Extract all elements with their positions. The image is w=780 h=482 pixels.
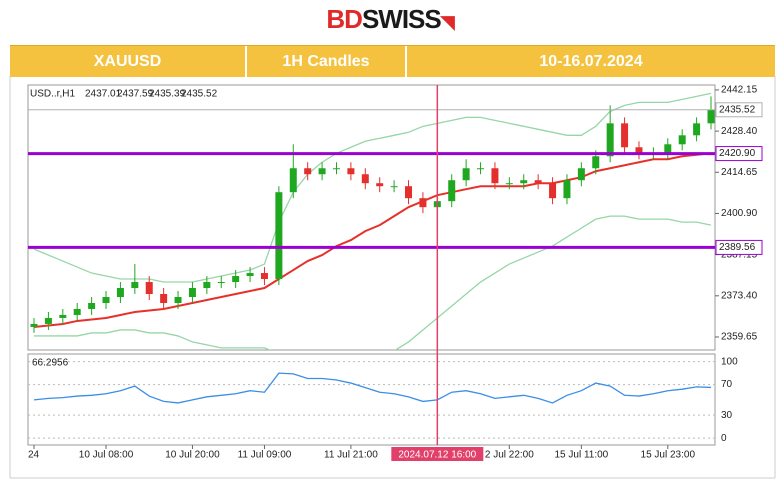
y-tick-label: 2373.40: [721, 290, 758, 301]
candle-body: [419, 198, 427, 208]
candle-body: [332, 168, 340, 170]
candle-body: [217, 282, 225, 284]
candle-body: [30, 323, 38, 327]
header-cell: 10-16.07.2024: [539, 52, 643, 70]
x-tick-label: 2024.07.12 16:00: [398, 450, 476, 461]
candle-body: [102, 297, 110, 303]
ohlc-value: 2437.59: [117, 89, 154, 100]
candle-body: [131, 282, 139, 289]
candle-body: [376, 183, 384, 187]
candle-body: [203, 282, 211, 289]
main-pane: [27, 84, 716, 351]
candle-body: [448, 180, 456, 202]
candle-body: [275, 192, 283, 280]
candle-body: [577, 168, 585, 181]
y-tick-label: 2414.65: [721, 167, 758, 178]
logo-part: BD: [326, 4, 363, 34]
ohlc-value: 2437.01: [85, 89, 122, 100]
ohlc-value: 2435.52: [181, 89, 218, 100]
level-label: 2435.52: [719, 104, 756, 115]
x-tick-label: 10 Jul 20:00: [165, 450, 220, 461]
x-tick-label: 11 Jul 09:00: [238, 450, 292, 461]
indicator-line: [33, 92, 712, 283]
candle-body: [491, 168, 499, 184]
y-tick-label: 2400.90: [721, 208, 758, 219]
candle-body: [505, 183, 513, 185]
candle-body: [707, 109, 715, 124]
candle-body: [188, 288, 196, 297]
level-label-box: [715, 239, 763, 255]
candle-body: [88, 302, 96, 309]
candle-body: [563, 180, 571, 199]
candle-body: [534, 180, 542, 184]
x-tick-label: 10 Jul 08:00: [79, 450, 134, 461]
candle-body: [678, 135, 686, 145]
header-cell: 1H Candles: [247, 46, 407, 77]
y-tick-label: 2428.40: [721, 126, 758, 137]
header-cell: XAUUSD: [10, 46, 247, 77]
x-tick-label: 15 Jul 23:00: [641, 450, 696, 461]
candle-body: [160, 294, 168, 303]
y-tick-label: 100: [721, 356, 738, 367]
x-tick-label: 15 Jul 11:00: [554, 450, 608, 461]
y-tick-label: 2359.65: [721, 332, 758, 343]
candle-body: [116, 288, 124, 297]
indicator-line: [33, 372, 712, 404]
rsi-pane: [27, 353, 716, 446]
x-tick-label: 2 Jul 22:00: [485, 450, 534, 461]
candle-body: [462, 168, 470, 181]
candle-body: [246, 273, 254, 277]
candle-body: [405, 186, 413, 199]
candle-body: [477, 168, 485, 170]
rsi-value-label: 66.2956: [32, 358, 69, 369]
candle-body: [635, 147, 643, 154]
candle-body: [693, 123, 701, 136]
candle-body: [361, 174, 369, 184]
x-tick-label: 11 Jul 21:00: [324, 450, 378, 461]
candle-body: [592, 156, 600, 169]
candle-body: [289, 168, 297, 193]
candle-body: [664, 144, 672, 154]
logo: BDSWISS◥: [0, 4, 780, 35]
y-tick-label: 2442.15: [721, 85, 758, 96]
candle-body: [174, 297, 182, 303]
candle-body: [390, 186, 398, 188]
x-tick-label: 24: [28, 450, 40, 461]
candle-body: [318, 168, 326, 175]
header-bar: XAUUSD 1H Candles 10-16.07.2024: [10, 45, 775, 77]
y-tick-label: 0: [721, 433, 727, 444]
candle-body: [549, 183, 557, 199]
candle-body: [44, 317, 52, 324]
indicator-line: [34, 215, 712, 350]
candle-body: [260, 273, 268, 280]
indicator-line: [33, 152, 712, 328]
candle-body: [606, 123, 614, 157]
ohlc-value: 2435.39: [149, 89, 186, 100]
candle-body: [347, 168, 355, 175]
candle-body: [520, 180, 528, 184]
symbol-label: USD..r,H1: [30, 89, 75, 100]
candle-body: [59, 314, 67, 318]
candle-body: [145, 282, 153, 295]
level-label: 2389.56: [719, 242, 756, 253]
candle-body: [73, 308, 81, 315]
logo-arrow: ◥: [440, 12, 455, 32]
candle-body: [304, 168, 312, 175]
crosshair-label-box: [391, 447, 484, 461]
candle-body: [232, 276, 240, 283]
logo-part: SWISS: [361, 4, 442, 34]
level-label: 2420.90: [719, 148, 756, 159]
y-tick-label: 70: [721, 379, 733, 390]
level-label-box: [715, 102, 763, 118]
y-tick-label: 30: [721, 410, 733, 421]
candle-body: [621, 123, 629, 148]
level-label-box: [715, 146, 763, 162]
